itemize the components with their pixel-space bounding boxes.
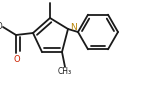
- Text: N: N: [70, 23, 77, 32]
- Text: HO: HO: [0, 22, 3, 31]
- Text: CH₃: CH₃: [58, 67, 72, 76]
- Text: CH₃: CH₃: [43, 0, 57, 2]
- Text: O: O: [13, 54, 20, 63]
